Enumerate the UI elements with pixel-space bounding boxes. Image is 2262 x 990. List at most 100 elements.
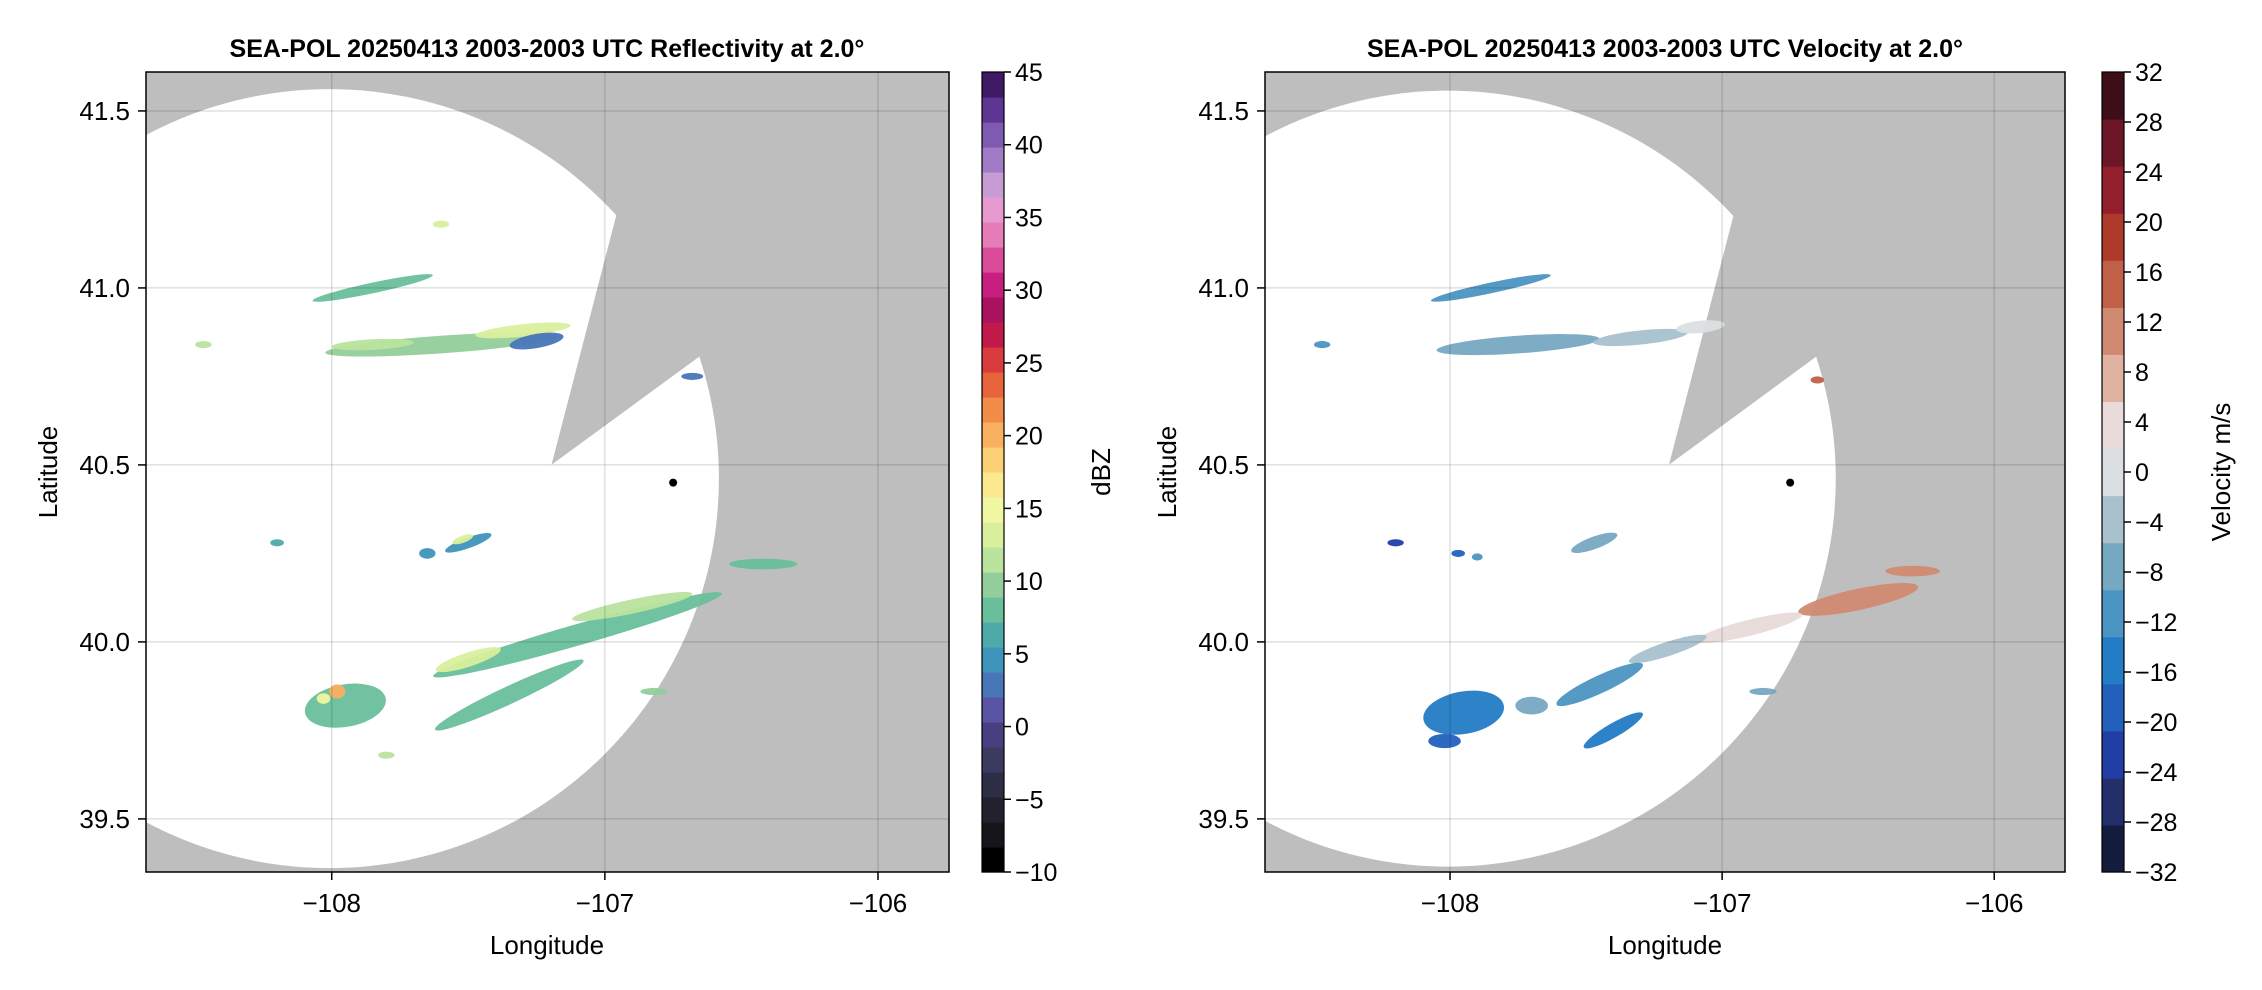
colorbar-tick-label: 45 xyxy=(1015,59,1043,87)
colorbar-segment xyxy=(982,247,1004,273)
colorbar-tick-label: 25 xyxy=(1015,350,1043,378)
echo-cell xyxy=(1387,539,1404,547)
colorbar-segment xyxy=(2102,589,2124,638)
colorbar: −10 −5 0 5 10 15 20 25 30 35 40 45 xyxy=(981,59,1057,887)
x-axis-ticks: −108 −107 −106 xyxy=(1421,872,2024,918)
colorbar-segment xyxy=(982,72,1004,98)
colorbar-segment xyxy=(982,847,1004,873)
echo-cell xyxy=(1583,712,1643,749)
x-tick-label: −106 xyxy=(1965,888,2024,918)
colorbar-segment xyxy=(982,547,1004,573)
echo-cell xyxy=(1628,634,1707,664)
colorbar-segment xyxy=(982,522,1004,548)
y-tick-label: 39.5 xyxy=(1198,804,1249,834)
blocked-sector xyxy=(1669,72,2034,465)
colorbar-tick-label: 20 xyxy=(2135,209,2163,237)
colorbar-segment xyxy=(982,622,1004,648)
panel-reflectivity: SEA-POL 20250413 2003-2003 UTC Reflectiv… xyxy=(33,35,1116,960)
colorbar-segment xyxy=(982,497,1004,523)
colorbar-segment xyxy=(2102,72,2124,120)
x-tick-label: −107 xyxy=(1693,888,1752,918)
echo-cell xyxy=(572,591,693,622)
colorbar-segment xyxy=(2102,354,2124,403)
colorbar-tick-label: −4 xyxy=(2135,509,2164,537)
echo-cell xyxy=(435,647,501,673)
y-tick-label: 40.0 xyxy=(1198,627,1249,657)
echo-cell xyxy=(378,751,395,759)
y-tick-label: 40.5 xyxy=(1198,450,1249,480)
radar-site-marker xyxy=(1786,478,1795,487)
echo-cell xyxy=(328,684,346,699)
chart-title: SEA-POL 20250413 2003-2003 UTC Reflectiv… xyxy=(230,35,865,63)
colorbar-segment xyxy=(2102,730,2124,779)
colorbar-tick-label: −24 xyxy=(2135,759,2178,787)
colorbar-segment xyxy=(982,322,1004,348)
echo-cell xyxy=(681,372,704,380)
echo-cell xyxy=(509,332,564,350)
colorbar-tick-label: 35 xyxy=(1015,204,1043,232)
colorbar-segment xyxy=(982,672,1004,698)
colorbar-segment xyxy=(2102,166,2124,214)
colorbar-tick-label: 16 xyxy=(2135,259,2163,287)
echo-cell xyxy=(433,592,722,678)
colorbar-segment xyxy=(982,772,1004,798)
colorbar-tick-label: 4 xyxy=(2135,409,2149,437)
echo-cell xyxy=(432,220,450,228)
plot-area xyxy=(146,72,949,872)
plot-area xyxy=(1265,72,2065,872)
colorbar-segment xyxy=(982,822,1004,848)
y-axis-label: Latitude xyxy=(33,426,63,519)
colorbar-tick-label: 10 xyxy=(1015,568,1043,596)
colorbar-segment xyxy=(982,797,1004,823)
x-axis-ticks: −108 −107 −106 xyxy=(302,872,907,918)
colorbar-segment xyxy=(2102,542,2124,591)
coverage-disk xyxy=(146,89,719,868)
colorbar-segment xyxy=(2102,495,2124,544)
y-tick-label: 41.5 xyxy=(1198,96,1249,126)
colorbar-segment xyxy=(982,397,1004,423)
colorbar-tick-label: 15 xyxy=(1015,495,1043,523)
colorbar-segment xyxy=(982,722,1004,748)
colorbar-tick-label: −12 xyxy=(2135,609,2177,637)
echo-cell xyxy=(1749,687,1777,696)
colorbar-segment xyxy=(982,147,1004,173)
colorbar-tick-label: 12 xyxy=(2135,309,2163,337)
colorbar-segment xyxy=(2102,260,2124,308)
echo-field xyxy=(195,220,798,759)
echo-cell xyxy=(1451,549,1465,557)
colorbar-segment xyxy=(982,697,1004,723)
colorbar-segment xyxy=(982,447,1004,473)
echo-cell xyxy=(640,687,668,696)
y-axis-ticks: 39.5 40.0 40.5 41.0 41.5 xyxy=(79,96,146,834)
colorbar-segment xyxy=(982,297,1004,323)
y-axis-label: Latitude xyxy=(1152,426,1182,519)
colorbar-tick-label: 0 xyxy=(2135,459,2149,487)
echo-cell xyxy=(1313,341,1331,349)
grid-lines xyxy=(1265,72,2065,872)
colorbar-segment xyxy=(982,372,1004,398)
echo-cell xyxy=(1430,274,1551,302)
colorbar-tick-label: −32 xyxy=(2135,859,2177,887)
y-tick-label: 41.0 xyxy=(79,273,130,303)
y-axis-ticks: 39.5 40.0 40.5 41.0 41.5 xyxy=(1198,96,1265,834)
colorbar-label: dBZ xyxy=(1086,448,1116,496)
echo-cell xyxy=(1556,662,1644,707)
colorbar-segment xyxy=(982,472,1004,498)
x-tick-label: −108 xyxy=(302,888,361,918)
colorbar-tick-label: −5 xyxy=(1015,786,1044,814)
colorbar-segment xyxy=(982,222,1004,248)
x-axis-label: Longitude xyxy=(1608,930,1722,960)
colorbar-tick-label: 32 xyxy=(2135,59,2163,87)
blocked-sector xyxy=(551,72,918,465)
colorbar-tick-label: 20 xyxy=(1015,423,1043,451)
x-tick-label: −106 xyxy=(849,888,908,918)
echo-cell xyxy=(195,341,212,349)
colorbar-tick-label: 0 xyxy=(1015,714,1029,742)
echo-cell xyxy=(325,332,557,357)
colorbar-tick-label: −10 xyxy=(1015,859,1057,887)
echo-cell xyxy=(1676,320,1725,334)
colorbar-frame xyxy=(981,71,1005,873)
colorbar-segment xyxy=(982,747,1004,773)
colorbar-segment xyxy=(982,197,1004,223)
